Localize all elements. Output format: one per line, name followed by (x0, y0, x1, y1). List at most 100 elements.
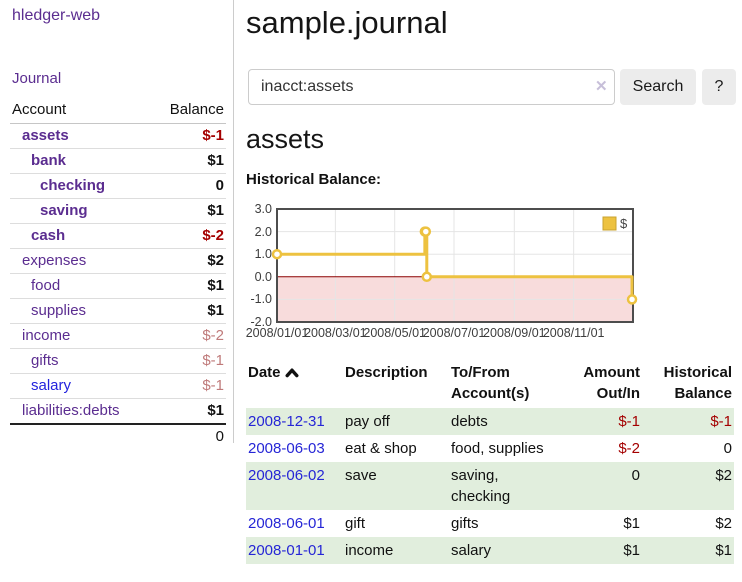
transaction-balance: $1 (715, 542, 732, 559)
account-link-bank[interactable]: bank (31, 152, 67, 169)
account-balance: $1 (151, 298, 226, 324)
x-tick-label: 2008/09/01 (483, 326, 546, 340)
account-row: salary $-1 (10, 373, 226, 399)
transaction-balance: $2 (715, 515, 732, 532)
transaction-amount: $-1 (618, 413, 640, 430)
account-balance: $1 (151, 398, 226, 424)
register-header-date[interactable]: Date (246, 360, 343, 408)
y-tick-label: 0.0 (254, 269, 272, 284)
account-row: liabilities:debts $1 (10, 398, 226, 424)
account-link-liabilities-debts[interactable]: liabilities:debts (22, 402, 120, 419)
transaction-description: gift (345, 515, 366, 532)
x-tick-label: 2008/11/01 (542, 326, 605, 340)
account-link-assets[interactable]: assets (22, 127, 69, 144)
account-row: saving $1 (10, 198, 226, 224)
transaction-date-link[interactable]: 2008-06-02 (248, 467, 325, 484)
legend-swatch (602, 216, 617, 231)
data-point-marker (271, 248, 283, 260)
chart-heading: Historical Balance: (246, 171, 382, 188)
x-tick-label: 2008/07/01 (422, 326, 486, 340)
clear-search-icon[interactable]: ✕ (595, 78, 608, 95)
transaction-description: eat & shop (345, 440, 417, 457)
register-row: 2008-06-03 eat & shop food, supplies $-2… (246, 435, 734, 462)
transaction-accounts: gifts (451, 515, 479, 532)
transaction-date-link[interactable]: 2008-01-01 (248, 542, 325, 559)
register-header-balance: Historical Balance (663, 364, 732, 402)
transaction-description: pay off (345, 413, 390, 430)
data-point-marker (420, 226, 432, 237)
register-row: 2008-12-31 pay off debts $-1 $-1 (246, 408, 734, 435)
transaction-amount: 0 (631, 467, 640, 484)
transaction-accounts: debts (451, 413, 488, 430)
account-balance: $-2 (151, 323, 226, 349)
search-button[interactable]: Search (620, 69, 696, 105)
y-tick-label: -1.0 (250, 292, 272, 307)
account-heading: assets (246, 124, 325, 154)
data-point-marker (421, 271, 433, 283)
transaction-accounts: saving, checking (451, 467, 511, 505)
accounts-total-row: 0 (10, 423, 226, 449)
account-row: cash $-2 (10, 223, 226, 249)
account-row: bank $1 (10, 148, 226, 174)
y-tick-label: 3.0 (254, 202, 272, 216)
transaction-amount: $1 (623, 542, 640, 559)
accounts-table: Account Balance assets $-1 bank $1 check… (10, 96, 226, 449)
account-link-income[interactable]: income (22, 327, 71, 344)
chart-x-axis: 2008/01/01 2008/03/01 2008/05/01 2008/07/01… (246, 326, 633, 341)
register-row: 2008-01-01 income salary $1 $1 (246, 537, 734, 564)
data-point-marker (626, 294, 638, 305)
x-tick-label: 2008/03/01 (304, 326, 367, 340)
transaction-date-link[interactable]: 2008-06-01 (248, 515, 325, 532)
help-button[interactable]: ? (702, 69, 736, 105)
account-balance: 0 (151, 173, 226, 199)
account-row: checking 0 (10, 173, 226, 199)
account-column-header: Account (10, 96, 152, 124)
x-tick-label: 2008/01/01 (245, 326, 309, 340)
accounts-total: 0 (151, 423, 226, 449)
x-tick-label: 2008/05/01 (363, 326, 426, 340)
account-link-cash[interactable]: cash (31, 227, 66, 244)
account-row: expenses $2 (10, 248, 226, 274)
account-link-salary[interactable]: salary (31, 377, 72, 394)
transaction-accounts: food, supplies (451, 440, 544, 457)
account-link-saving[interactable]: saving (40, 202, 88, 219)
sort-ascending-icon (285, 368, 299, 378)
register-header-row: Date Description To/From Account(s) Amou… (246, 360, 734, 408)
account-link-gifts[interactable]: gifts (31, 352, 59, 369)
account-link-supplies[interactable]: supplies (31, 302, 87, 319)
plot-border (276, 208, 634, 323)
transaction-description: save (345, 467, 377, 484)
chart-y-axis: 3.0 2.0 1.0 0.0 -1.0 -2.0 (236, 202, 272, 329)
register-header-amount: Amount Out/In (583, 364, 640, 402)
account-row: income $-2 (10, 323, 226, 349)
brand-link[interactable]: hledger-web (12, 7, 101, 24)
register-row: 2008-06-01 gift gifts $1 $2 (246, 510, 734, 537)
transaction-date-link[interactable]: 2008-06-03 (248, 440, 325, 457)
transaction-balance: 0 (723, 440, 732, 457)
transaction-balance: $2 (715, 467, 732, 484)
account-balance: $2 (151, 248, 226, 274)
accounts-table-header: Account Balance (10, 96, 226, 124)
register-row: 2008-06-02 save saving, checking 0 $2 (246, 462, 734, 510)
account-balance: $1 (151, 148, 226, 174)
register-table: Date Description To/From Account(s) Amou… (246, 360, 734, 564)
register-header-description: Description (345, 364, 428, 381)
register-header-accounts: To/From Account(s) (451, 364, 530, 402)
chart-plot-area: $ (271, 208, 638, 323)
search-input[interactable] (248, 69, 615, 105)
account-link-expenses[interactable]: expenses (22, 252, 87, 269)
account-row: food $1 (10, 273, 226, 299)
sidebar-divider (233, 0, 234, 443)
transaction-date-link[interactable]: 2008-12-31 (248, 413, 325, 430)
transaction-description: income (345, 542, 394, 559)
account-balance: $-1 (202, 127, 224, 144)
account-balance: $-1 (151, 348, 226, 374)
account-link-checking[interactable]: checking (40, 177, 106, 194)
transaction-balance: $-1 (710, 413, 732, 430)
transaction-amount: $1 (623, 515, 640, 532)
transaction-accounts: salary (451, 542, 492, 559)
account-link-food[interactable]: food (31, 277, 61, 294)
account-balance: $1 (151, 273, 226, 299)
sidebar-item-journal[interactable]: Journal (12, 70, 62, 87)
account-row: assets $-1 (10, 124, 226, 149)
